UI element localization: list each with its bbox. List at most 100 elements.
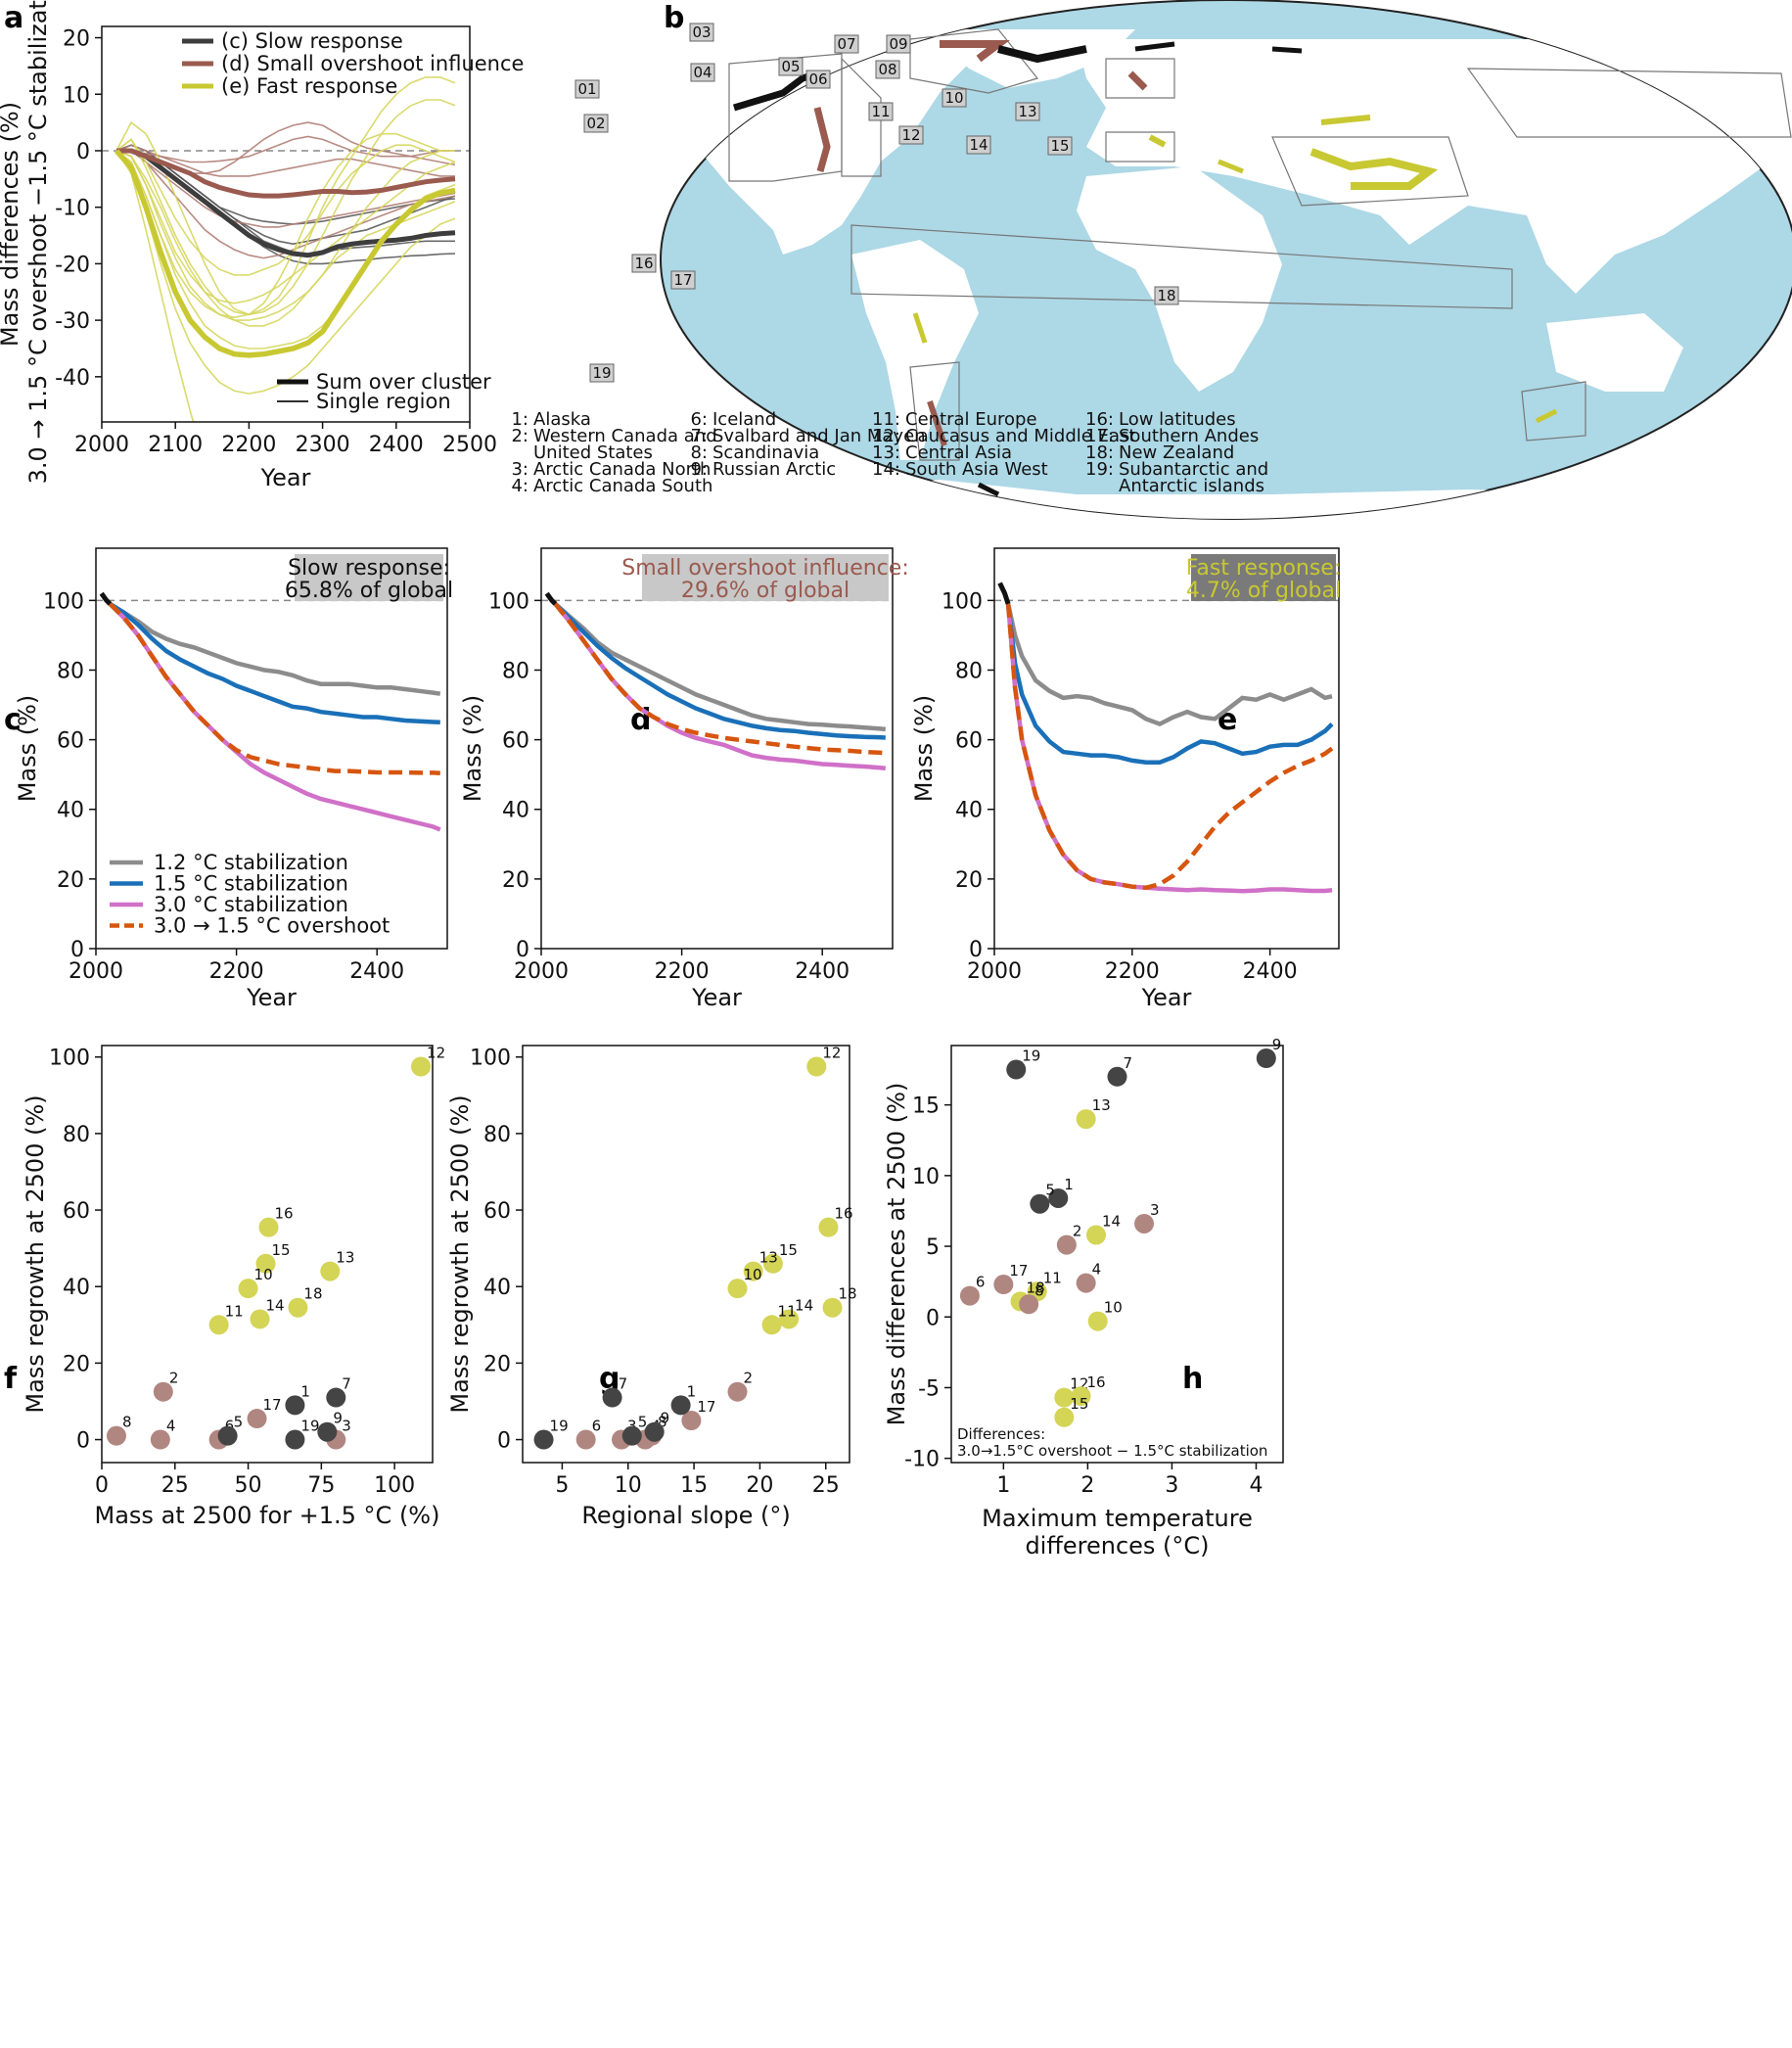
panel-label-h: h	[1182, 1362, 1203, 1396]
axes-frame	[101, 1045, 434, 1464]
region-code-box	[574, 79, 600, 99]
scatter-point-label: 10	[744, 1266, 762, 1283]
scatter-point-label: 6	[976, 1274, 986, 1291]
scatter-point-label: 7	[1124, 1054, 1133, 1072]
region-code-box	[690, 63, 715, 82]
series-line	[108, 602, 440, 776]
region-code-label: 10	[944, 89, 963, 107]
single-region-line-small	[116, 135, 455, 163]
scatter-point-16	[818, 1217, 839, 1237]
legend-region-name: Central Asia	[905, 442, 1012, 463]
scatter-point-11	[761, 1315, 782, 1335]
cluster-box-text: Slow response:	[288, 556, 450, 581]
scatter-point-17	[247, 1409, 267, 1429]
x-tick-label: 25	[161, 1473, 189, 1498]
panel-label-g: g	[599, 1362, 620, 1396]
legend-key: 14:	[872, 459, 900, 480]
legend-region-name: Antarctic islands	[1119, 476, 1264, 496]
y-tick-label: 40	[502, 799, 529, 823]
scatter-point-17	[681, 1411, 702, 1431]
scatter-point-label: 5	[638, 1414, 648, 1431]
x-tick-label: 3	[1165, 1473, 1178, 1498]
x-tick-label: 20	[746, 1473, 773, 1498]
series-line	[109, 601, 441, 696]
y-tick-label: 80	[57, 659, 84, 683]
historical-line	[544, 591, 558, 606]
scatter-point-label: 6	[225, 1418, 235, 1435]
y-tick-label: 0	[70, 938, 84, 962]
scatter-point-label: 11	[225, 1302, 244, 1320]
y-tick-label: 40	[483, 1276, 511, 1300]
legend-region-name: Russian Arctic	[712, 459, 836, 480]
legend-region-name: Alaska	[533, 409, 591, 430]
scatter-point-15	[762, 1253, 783, 1274]
scatter-point-2	[727, 1381, 748, 1402]
scatter-point-18	[822, 1297, 843, 1318]
cluster-sum-line-fast	[114, 149, 456, 358]
panel-label-a: a	[4, 1, 23, 35]
legend-label: 3.0 °C stabilization	[154, 893, 348, 916]
y-tick-label: -10	[904, 1448, 940, 1472]
y-tick-label: 5	[926, 1235, 940, 1260]
scatter-point-7	[326, 1387, 346, 1408]
legend-region-name: Central Europe	[905, 409, 1037, 430]
scatter-point-label: 15	[779, 1241, 798, 1259]
x-tick-label: 2	[1080, 1473, 1094, 1498]
scatter-point-label: 14	[1102, 1213, 1121, 1231]
y-tick-label: 10	[63, 83, 90, 108]
y-tick-label: 100	[488, 589, 529, 614]
scatter-point-5	[1030, 1193, 1050, 1214]
region-code-box	[1047, 136, 1073, 156]
scatter-point-label: 1	[1064, 1176, 1074, 1193]
scatter-point-7	[1107, 1066, 1127, 1087]
scatter-point-label: 19	[1022, 1047, 1040, 1065]
region-code-label: 16	[634, 255, 653, 272]
legend-key: 11:	[872, 409, 900, 430]
region-code-label: 06	[808, 70, 827, 88]
y-axis-label: Mass (%)	[14, 695, 41, 803]
legend-label: Single region	[316, 390, 451, 413]
y-axis-label: Mass differences (%)	[0, 102, 23, 347]
region-code-box	[942, 88, 967, 108]
x-tick-label: 100	[374, 1473, 415, 1498]
scatter-point-5	[217, 1425, 238, 1446]
y-tick-label: -40	[55, 366, 90, 391]
region-code-box	[589, 363, 615, 383]
note-text: 3.0→1.5°C overshoot − 1.5°C stabilizatio…	[957, 1442, 1267, 1460]
x-tick-label: 2000	[514, 959, 569, 984]
scatter-point-label: 19	[300, 1418, 319, 1435]
y-tick-label: 80	[955, 659, 983, 683]
legend-region-name: Subantarctic and	[1119, 459, 1268, 480]
scatter-point-11	[208, 1315, 229, 1335]
scatter-point-19	[285, 1429, 305, 1450]
y-tick-label: -20	[55, 253, 90, 277]
scatter-point-12	[411, 1056, 432, 1077]
historical-line	[997, 582, 1011, 605]
y-tick-label: 0	[926, 1306, 940, 1330]
panel-c-chart: 2000 2200 2400 0 20 40 60 80 100 Year Mass (%) Slow…	[14, 547, 453, 1011]
scatter-point-label: 16	[1087, 1373, 1106, 1391]
x-tick-label: 2200	[209, 959, 264, 984]
single-region-line-small	[115, 144, 455, 177]
scatter-point-17	[993, 1275, 1014, 1295]
scatter-point-6	[959, 1285, 980, 1306]
y-tick-label: 60	[955, 729, 983, 754]
scatter-point-5	[621, 1425, 642, 1446]
scatter-point-label: 11	[778, 1302, 797, 1320]
legend-key: 1:	[511, 409, 528, 430]
scatter-point-16	[258, 1217, 279, 1237]
scatter-point-label: 9	[333, 1410, 343, 1427]
scatter-point-label: 17	[1009, 1262, 1028, 1280]
scatter-point-label: 10	[1104, 1299, 1123, 1317]
scatter-point-label: 3	[1150, 1201, 1160, 1219]
series-line	[109, 601, 440, 725]
cluster-box	[1191, 554, 1336, 601]
region-code-box	[778, 57, 804, 76]
scatter-point-label: 4	[1092, 1261, 1102, 1279]
cluster-box-text: 65.8% of global	[285, 579, 453, 603]
scatter-point-label: 16	[834, 1205, 852, 1223]
land-australia	[1546, 313, 1683, 392]
single-region-line-fast	[115, 150, 456, 304]
y-tick-label: 100	[942, 589, 983, 614]
